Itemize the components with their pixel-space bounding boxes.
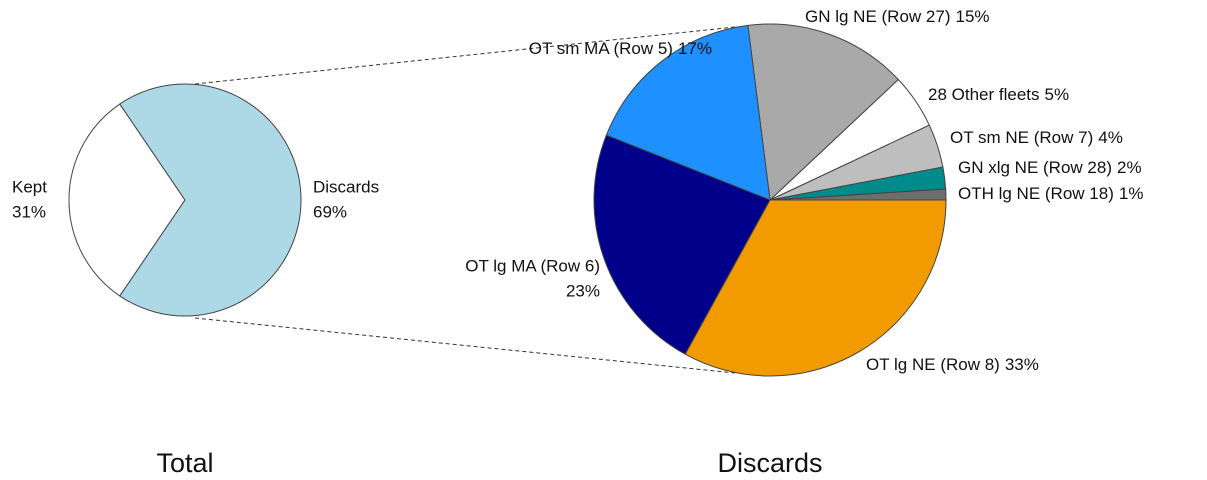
slice-label: OT lg NE (Row 8) <box>866 355 1000 374</box>
value-label: 5% <box>1045 85 1070 104</box>
slice-label: GN xlg NE (Row 28) <box>958 158 1112 177</box>
slice-label-group: OT lg NE (Row 8) 33% <box>866 355 1039 374</box>
slice-label: GN lg NE (Row 27) <box>805 7 950 26</box>
chart-title: Discards <box>717 448 822 478</box>
pie-slice <box>747 23 900 202</box>
value-label: 15% <box>955 7 989 26</box>
pie-slice <box>593 134 771 355</box>
slice-label-group: 28 Other fleets 5% <box>928 85 1069 104</box>
slice-label-group: OT sm NE (Row 7) 4% <box>950 128 1123 147</box>
value-label: 69% <box>313 202 347 221</box>
slice-label-group: GN xlg NE (Row 28) 2% <box>958 158 1142 177</box>
slice-label-group: OTH lg NE (Row 18) 1% <box>958 184 1143 203</box>
value-label: 17% <box>678 39 712 58</box>
slice-label: OT lg MA (Row 6) <box>465 256 600 275</box>
pie-slice <box>605 24 771 201</box>
value-label: 23% <box>566 281 600 300</box>
value-label: 1% <box>1119 184 1144 203</box>
value-label: 33% <box>1005 355 1039 374</box>
chart-title: Total <box>156 448 213 478</box>
slice-label: OTH lg NE (Row 18) <box>958 184 1114 203</box>
value-label: 31% <box>12 202 46 221</box>
pie-slice <box>119 83 302 317</box>
slice-label: Kept <box>12 177 47 196</box>
slice-label: OT sm MA (Row 5) <box>529 39 673 58</box>
slice-label: OT sm NE (Row 7) <box>950 128 1093 147</box>
value-label: 4% <box>1098 128 1123 147</box>
slice-label-group: GN lg NE (Row 27) 15% <box>805 7 990 26</box>
value-label: 2% <box>1117 158 1142 177</box>
pie-slice <box>684 199 947 377</box>
slice-label-group: OT sm MA (Row 5) 17% <box>529 39 712 58</box>
pie-slice <box>68 103 186 297</box>
slice-label: 28 Other fleets <box>928 85 1040 104</box>
slice-label: Discards <box>313 177 379 196</box>
